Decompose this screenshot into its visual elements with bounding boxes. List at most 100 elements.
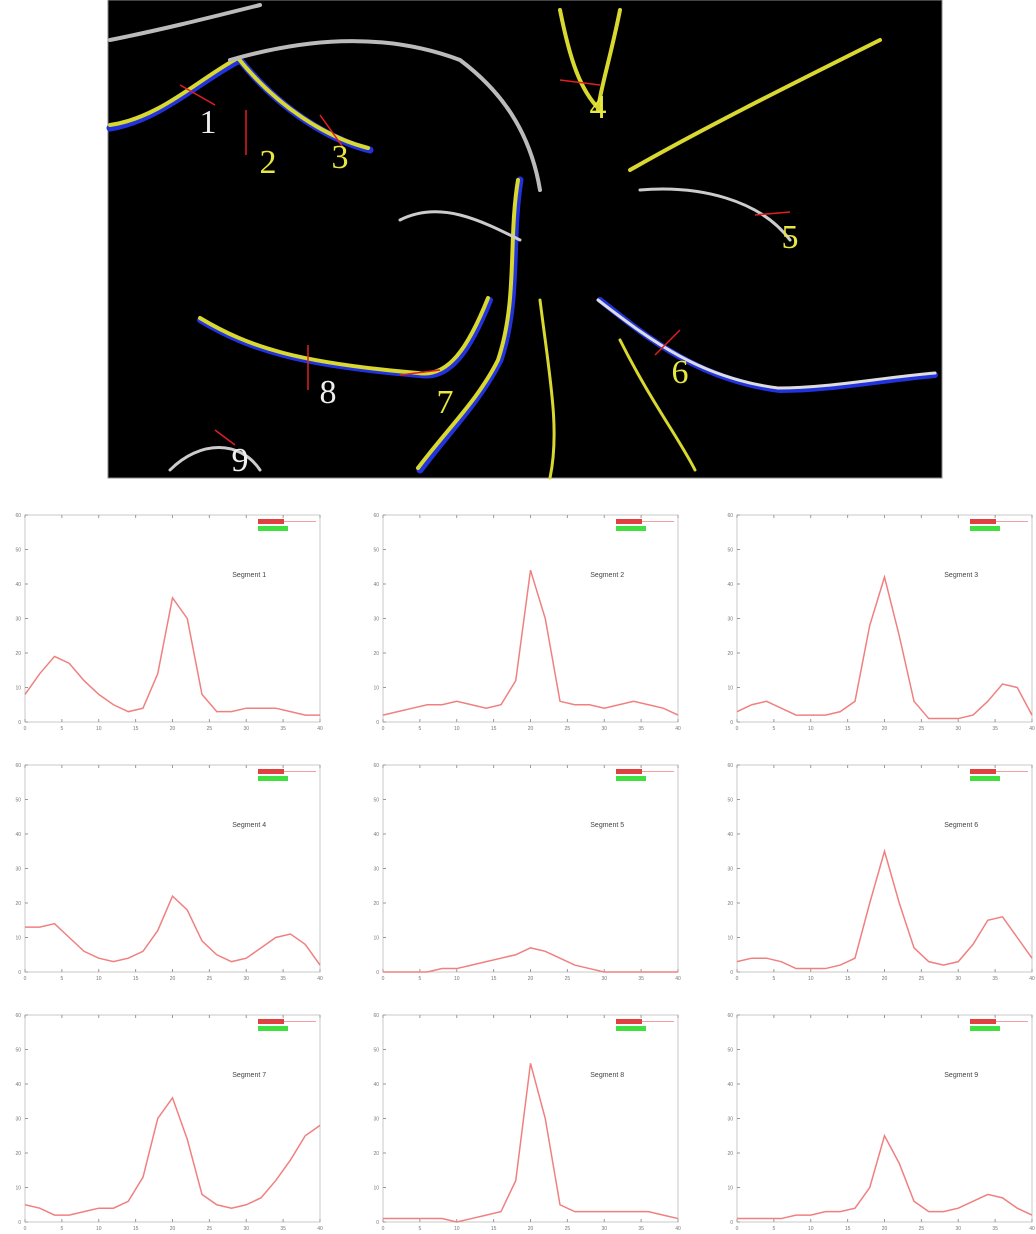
profile-line: [382, 569, 679, 716]
segment-label: 4: [590, 89, 607, 126]
y-tick-label: 0: [376, 1220, 379, 1226]
x-tick-label: 5: [418, 1226, 421, 1232]
plot-frame: [24, 514, 321, 723]
x-tick-label: 5: [772, 1226, 775, 1232]
x-tick-label: 25: [565, 726, 571, 732]
legend-swatch: [970, 769, 996, 774]
x-tick-label: 15: [133, 1226, 139, 1232]
x-tick-label: 30: [601, 726, 607, 732]
segment-label: 1: [200, 104, 217, 141]
y-tick-label: 30: [373, 617, 379, 623]
x-tick-label: 15: [845, 1226, 851, 1232]
segment-label: 3: [332, 139, 349, 176]
chart-title: Segment 7: [232, 1072, 266, 1079]
chart-title: Segment 6: [944, 822, 978, 829]
profile-chart: 0 10 20 30 40 50 60 0 5 10 15 20 25 30 35 40 Segment 4: [15, 763, 323, 982]
y-tick-label: 40: [15, 832, 21, 838]
x-tick-label: 20: [170, 1226, 176, 1232]
plot-frame: [736, 1014, 1033, 1223]
y-tick-label: 30: [15, 1117, 21, 1123]
x-tick-label: 35: [280, 1226, 286, 1232]
y-tick-label: 20: [373, 1151, 379, 1157]
x-tick-label: 30: [955, 976, 961, 982]
legend-swatch: [970, 526, 1000, 531]
x-tick-label: 25: [919, 726, 925, 732]
x-tick-label: 25: [565, 976, 571, 982]
x-tick-label: 35: [280, 976, 286, 982]
segment-label: 9: [232, 442, 249, 479]
y-tick-label: 10: [15, 936, 21, 942]
y-tick-label: 0: [376, 720, 379, 726]
legend-swatch: [258, 1026, 288, 1031]
x-tick-label: 30: [243, 726, 249, 732]
y-tick-label: 50: [373, 548, 379, 554]
vessels: [106, 3, 938, 480]
y-tick-label: 50: [727, 1048, 733, 1054]
y-tick-label: 60: [373, 1013, 379, 1019]
x-tick-label: 35: [992, 726, 998, 732]
legend-swatch: [258, 1019, 284, 1024]
legend-swatch: [970, 1026, 1000, 1031]
x-tick-label: 15: [491, 976, 497, 982]
chart-title: Segment 5: [590, 822, 624, 829]
y-tick-label: 60: [727, 1013, 733, 1019]
y-tick-label: 40: [727, 832, 733, 838]
legend-swatch: [258, 776, 288, 781]
x-tick-label: 5: [60, 726, 63, 732]
y-tick-label: 30: [727, 867, 733, 873]
y-tick-label: 50: [373, 798, 379, 804]
plot-frame: [24, 1014, 321, 1223]
profile-line: [383, 1063, 679, 1223]
x-tick-label: 10: [454, 976, 460, 982]
y-tick-label: 10: [727, 936, 733, 942]
profile-line: [736, 574, 1033, 720]
x-tick-label: 40: [1029, 1226, 1035, 1232]
x-tick-label: 5: [60, 1226, 63, 1232]
y-tick-label: 0: [18, 1220, 21, 1226]
y-tick-label: 50: [727, 548, 733, 554]
x-tick-label: 10: [96, 726, 102, 732]
x-tick-label: 15: [845, 976, 851, 982]
segment-label: 8: [320, 374, 337, 411]
x-tick-label: 35: [638, 976, 644, 982]
x-tick-label: 0: [382, 1226, 385, 1232]
y-tick-label: 10: [373, 686, 379, 692]
legend-swatch: [970, 776, 1000, 781]
profile-line: [24, 595, 320, 716]
x-tick-label: 25: [207, 976, 213, 982]
x-tick-label: 40: [317, 976, 323, 982]
y-tick-label: 30: [373, 867, 379, 873]
profile-chart: 0 10 20 30 40 50 60 0 5 10 15 20 25 30 35 40 Segment 5: [373, 763, 681, 982]
x-tick-label: 35: [992, 1226, 998, 1232]
y-tick-label: 10: [373, 1186, 379, 1192]
y-tick-label: 30: [727, 1117, 733, 1123]
x-tick-label: 35: [638, 1226, 644, 1232]
x-tick-label: 20: [528, 976, 534, 982]
x-tick-label: 0: [382, 976, 385, 982]
x-tick-label: 25: [207, 726, 213, 732]
y-tick-label: 60: [727, 513, 733, 519]
x-tick-label: 15: [491, 726, 497, 732]
segment-label: 6: [672, 354, 689, 391]
y-tick-label: 20: [15, 901, 21, 907]
profile-line: [25, 894, 321, 966]
x-tick-label: 15: [845, 726, 851, 732]
x-tick-label: 0: [24, 976, 27, 982]
y-tick-label: 30: [15, 617, 21, 623]
legend-swatch: [616, 1026, 646, 1031]
x-tick-label: 0: [382, 726, 385, 732]
segment-label: 7: [437, 384, 454, 421]
chart-title: Segment 3: [944, 572, 978, 579]
legend-swatch: [258, 519, 284, 524]
y-tick-label: 50: [373, 1048, 379, 1054]
y-tick-label: 50: [15, 548, 21, 554]
x-tick-label: 40: [317, 1226, 323, 1232]
x-tick-label: 10: [808, 976, 814, 982]
x-tick-label: 40: [675, 726, 681, 732]
y-tick-label: 10: [727, 1186, 733, 1192]
x-tick-label: 30: [955, 726, 961, 732]
y-tick-label: 40: [15, 582, 21, 588]
y-tick-label: 30: [15, 867, 21, 873]
y-tick-label: 0: [376, 970, 379, 976]
